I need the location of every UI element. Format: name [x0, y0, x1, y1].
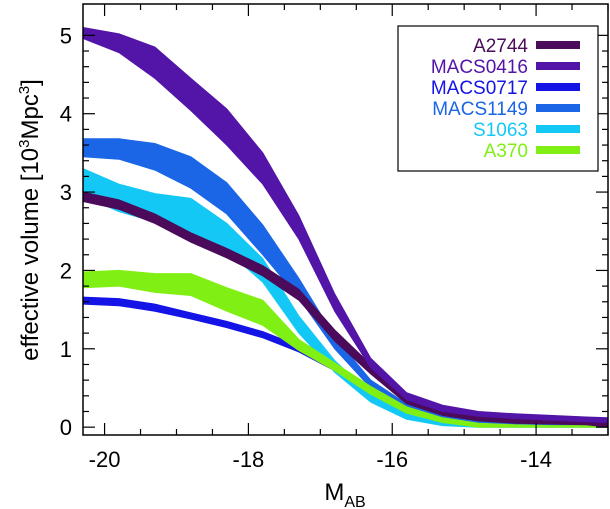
x-tick-label: -14 [520, 447, 552, 472]
x-tick-label: -18 [233, 447, 265, 472]
band-a2744 [83, 191, 608, 428]
band-macs1149 [83, 138, 608, 427]
legend-label: MACS1149 [432, 99, 528, 120]
y-axis-title: effective volume [103Mpc3] [16, 79, 44, 361]
legend-entry-macs0416: MACS0416 [431, 57, 580, 78]
axis-ticks [83, 4, 609, 435]
y-tick-label: 0 [60, 415, 72, 440]
tick-labels: -20 -18 -16 -14 0 1 2 3 4 5 [60, 23, 552, 472]
x-tick-label: -16 [376, 447, 408, 472]
legend-entry-a370: A370 [484, 141, 580, 162]
legend-entry-a2744: A2744 [473, 36, 580, 57]
x-axis-title: MAB [324, 479, 365, 509]
y-tick-label: 2 [60, 258, 72, 283]
y-tick-label: 5 [60, 23, 72, 48]
y-tick-label: 1 [60, 337, 72, 362]
y-tick-label: 3 [60, 180, 72, 205]
y-tick-label: 4 [60, 102, 72, 127]
plot-frame [82, 3, 609, 436]
series-bands [83, 26, 608, 428]
legend-entry-s1063: S1063 [473, 120, 580, 141]
legend-label: MACS0416 [431, 57, 528, 78]
legend-label: A2744 [473, 36, 528, 57]
legend-label: MACS0717 [431, 78, 528, 99]
legend-label: S1063 [473, 120, 528, 141]
x-tick-label: -20 [89, 447, 121, 472]
band-macs0416 [83, 26, 608, 424]
band-a370 [83, 269, 608, 428]
band-macs0717 [83, 296, 608, 427]
legend-entry-macs0717: MACS0717 [431, 78, 580, 99]
legend-label: A370 [484, 141, 528, 162]
legend-entry-macs1149: MACS1149 [432, 99, 580, 120]
